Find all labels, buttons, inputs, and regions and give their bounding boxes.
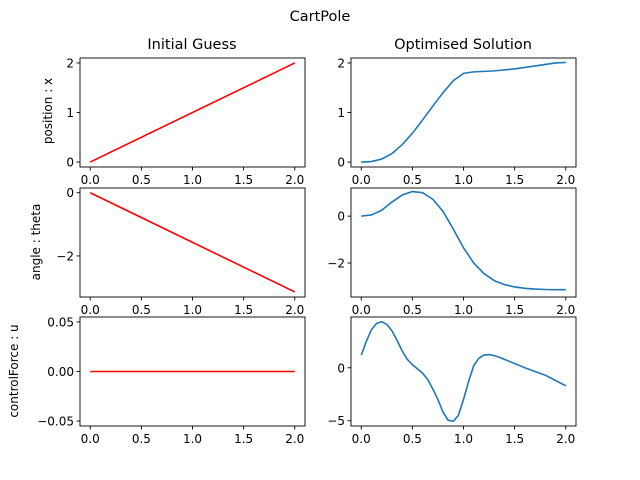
y-tick-label: 2 [66,56,74,70]
x-tick-label: 1.5 [234,303,253,317]
x-tick-label: 1.0 [454,303,473,317]
x-tick-label: 1.5 [505,432,524,446]
x-tick-label: 1.0 [454,432,473,446]
y-tick-label: 0 [337,361,345,375]
column-title-optimised: Optimised Solution [394,37,532,53]
x-tick-label: 0.5 [403,303,422,317]
column-title-initial: Initial Guess [147,37,236,53]
y-tick-label: 0 [337,156,345,170]
axes-frame [350,187,577,298]
ylabel-position: position : x [41,78,55,144]
ylabel-angle: angle : theta [29,204,43,281]
y-tick-label: −5 [327,414,345,428]
x-tick-label: 0.5 [132,173,151,187]
x-tick-label: 1.0 [183,173,202,187]
subplot-r1-c1: 0.0 0.5 1.0 1.5 2.0 0 −2 [327,187,577,317]
y-tick-label: −2 [56,249,74,263]
subplot-r0-c1: 0.0 0.5 1.0 1.5 2.0 0 1 2 [337,56,577,187]
series-line-optimised [360,320,567,423]
series-line-initial [89,192,296,293]
x-tick-label: 2.0 [556,432,575,446]
x-tick-label: 2.0 [285,303,304,317]
x-tick-label: 1.0 [454,173,473,187]
x-tick-label: 0.5 [132,432,151,446]
series-line-optimised [361,190,566,291]
y-tick-label: 1 [66,106,74,120]
x-tick-label: 2.0 [285,432,304,446]
x-tick-label: 2.0 [556,303,575,317]
ylabel-control-force: controlForce : u [7,324,21,417]
axes-frame [350,316,577,427]
x-tick-label: 0.5 [132,303,151,317]
y-tick-label: −2 [327,257,345,271]
y-tick-label: 0.05 [47,315,74,329]
y-tick-label: 0.00 [47,365,74,379]
y-tick-label: −0.05 [37,415,74,429]
x-tick-label: 0.0 [352,432,371,446]
y-tick-label: 0 [66,156,74,170]
x-tick-label: 0.5 [403,173,422,187]
x-tick-label: 1.0 [183,303,202,317]
x-tick-label: 1.5 [234,173,253,187]
series-line-initial [89,62,296,163]
x-tick-label: 1.5 [505,173,524,187]
subplot-r2-c0: 0.0 0.5 1.0 1.5 2.0 0.05 0.00 −0.05 [37,315,306,446]
x-tick-label: 2.0 [556,173,575,187]
x-tick-label: 0.0 [352,303,371,317]
y-tick-label: 1 [337,106,345,120]
y-tick-label: 0 [337,210,345,224]
x-tick-label: 1.0 [183,432,202,446]
subplot-r0-c0: 0.0 0.5 1.0 1.5 2.0 0 1 2 [66,56,306,187]
x-tick-label: 0.0 [352,173,371,187]
subplot-r2-c1: 0.0 0.5 1.0 1.5 2.0 0 −5 [327,316,577,446]
series-line-optimised [361,61,566,163]
y-tick-label: 0 [66,186,74,200]
x-tick-label: 1.5 [505,303,524,317]
axes-frame [350,57,577,168]
figure-title: CartPole [290,9,351,25]
x-tick-label: 0.0 [81,303,100,317]
y-tick-label: 2 [337,56,345,70]
x-tick-label: 0.0 [81,432,100,446]
subplot-r1-c0: 0.0 0.5 1.0 1.5 2.0 0 −2 [56,186,306,317]
x-tick-label: 1.5 [234,432,253,446]
x-tick-label: 0.5 [403,432,422,446]
x-tick-label: 0.0 [81,173,100,187]
x-tick-label: 2.0 [285,173,304,187]
